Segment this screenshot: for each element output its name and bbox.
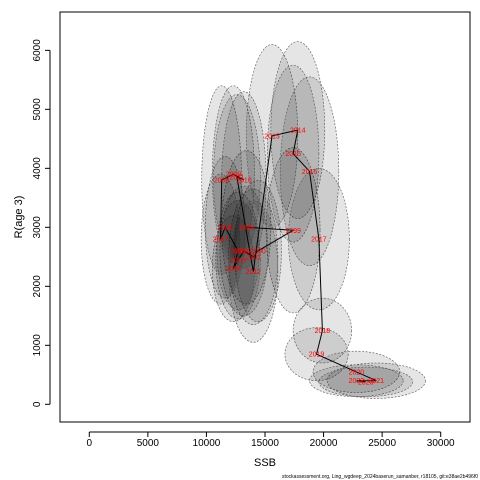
year-label-2020: 2020	[349, 369, 365, 376]
confidence-ellipses	[200, 41, 426, 399]
year-label-2019: 2019	[309, 352, 325, 359]
year-label-2010: 2010	[236, 178, 252, 185]
year-label-2023: 2023	[358, 379, 374, 386]
y-axis: 0 1000 2000 3000 4000 5000 6000	[32, 39, 51, 407]
year-label-2009: 2009	[226, 172, 242, 179]
year-label-2021: 2021	[368, 378, 384, 385]
year-label-2001: 2001	[245, 254, 261, 261]
year-label-2011: 2011	[229, 175, 244, 182]
year-label-2005: 2005	[230, 248, 246, 255]
y-tick-label-4000: 4000	[32, 157, 43, 180]
year-label-2004: 2004	[226, 266, 242, 273]
year-label-1998: 1998	[238, 225, 254, 232]
year-label-2008: 2008	[214, 178, 230, 185]
year-label-2013: 2013	[264, 133, 280, 140]
x-tick-label-10000: 10000	[193, 438, 221, 449]
year-label-2018: 2018	[315, 328, 331, 335]
x-tick-label-30000: 30000	[427, 438, 455, 449]
year-label-2017: 2017	[311, 237, 327, 244]
y-tick-label-5000: 5000	[32, 98, 43, 121]
x-tick-label-25000: 25000	[368, 438, 396, 449]
ellipse-2023	[318, 366, 413, 397]
trajectory-polyline	[220, 129, 377, 383]
x-axis-title: SSB	[254, 457, 276, 469]
year-label-2016: 2016	[302, 169, 318, 176]
x-tick-label-20000: 20000	[310, 438, 338, 449]
trajectory-line	[220, 129, 377, 383]
y-tick-label-1000: 1000	[32, 334, 43, 357]
y-tick-label-3000: 3000	[32, 216, 43, 239]
plot-frame	[59, 11, 471, 423]
y-tick-label-2000: 2000	[32, 275, 43, 298]
year-label-2000: 2000	[250, 248, 266, 255]
year-label-2007: 2007	[213, 237, 229, 244]
y-tick-label-0: 0	[32, 401, 43, 407]
y-axis-title: R(age 3)	[13, 196, 25, 239]
year-label-2002: 2002	[236, 248, 252, 255]
footnote: stockassessment.org, Ling_wgdeep_2024bas…	[282, 474, 478, 480]
x-tick-label-15000: 15000	[251, 438, 279, 449]
x-tick-label-0: 0	[87, 438, 93, 449]
year-label-2014: 2014	[290, 127, 306, 134]
year-label-2003: 2003	[230, 257, 246, 264]
x-tick-label-5000: 5000	[137, 438, 160, 449]
year-label-2015: 2015	[285, 151, 301, 158]
y-tick-label-6000: 6000	[32, 39, 43, 62]
year-label-2012: 2012	[245, 269, 261, 276]
x-axis: 0 5000 10000 15000 20000 25000 30000	[87, 431, 455, 449]
year-label-2022: 2022	[349, 378, 365, 385]
year-label-2006: 2006	[217, 225, 233, 232]
year-label-1999: 1999	[285, 228, 301, 235]
